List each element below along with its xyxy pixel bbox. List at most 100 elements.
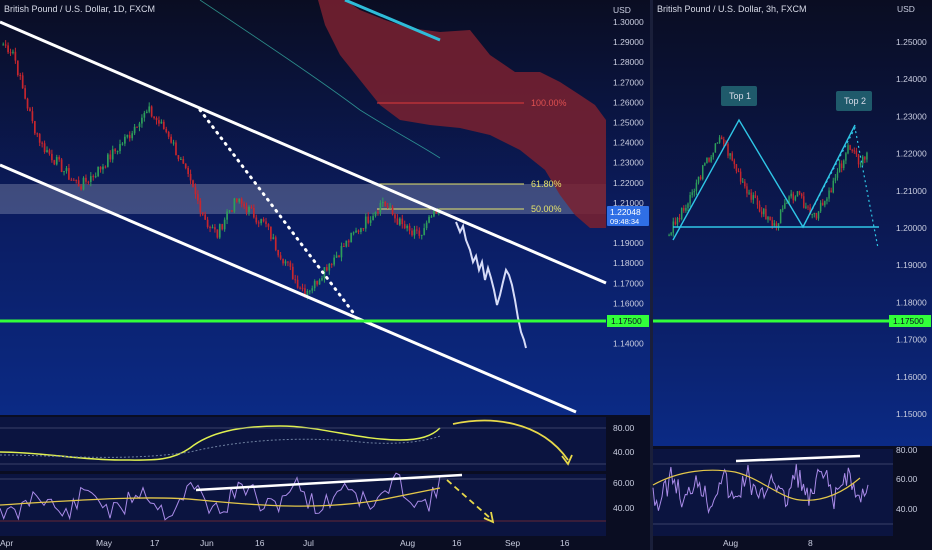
candle-body	[167, 131, 170, 137]
candle-body	[231, 210, 233, 212]
candle-body	[97, 166, 99, 177]
candle-body	[849, 145, 851, 150]
candle-body	[199, 200, 202, 213]
left-chart-title: British Pound / U.S. Dollar, 1D, FXCM	[4, 4, 155, 14]
support-label-left: 1.17500	[611, 316, 642, 326]
candle-body	[4, 44, 7, 46]
candle-body	[386, 206, 389, 208]
panel-divider[interactable]	[650, 0, 653, 550]
candle-body	[262, 219, 265, 222]
left-axis-unit: USD	[613, 5, 631, 15]
candle-body	[687, 203, 689, 208]
candle-body	[792, 193, 794, 201]
current-price-label: 1.22048	[610, 207, 641, 217]
candle-body	[226, 211, 228, 220]
left-time-tick: Aug	[400, 538, 415, 548]
candle-body	[357, 230, 360, 232]
candle-body	[316, 280, 318, 285]
candle-body	[77, 180, 80, 187]
candle-body	[36, 133, 39, 135]
candle-body	[72, 179, 75, 181]
candle-body	[175, 142, 177, 156]
candle-body	[162, 121, 165, 130]
candle-body	[60, 159, 63, 173]
top-1-label: Top 1	[729, 91, 751, 101]
candle-body	[345, 240, 348, 247]
candle-body	[401, 218, 404, 225]
candle-body	[2, 44, 5, 46]
candle-body	[136, 126, 138, 128]
candle-body	[216, 229, 219, 238]
candle-body	[68, 168, 70, 180]
candle-body	[372, 216, 374, 221]
candle-body	[119, 144, 121, 152]
candle-body	[160, 121, 163, 124]
candle-body	[87, 181, 90, 183]
oscillator-arrow-head	[561, 454, 573, 466]
candle-body	[133, 126, 136, 134]
candle-body	[840, 163, 843, 169]
candle-body	[754, 195, 757, 199]
candle-body	[255, 217, 258, 223]
candle-body	[211, 227, 214, 229]
rsi-arrow-head	[483, 511, 495, 524]
candle-body	[384, 201, 387, 207]
candle-body	[714, 143, 717, 153]
right-price-tick: 1.23000	[896, 111, 927, 121]
oscillator-forecast-arrow	[452, 419, 569, 461]
top-1-badge	[721, 86, 757, 106]
candle-body	[245, 206, 248, 213]
candle-body	[143, 112, 146, 118]
candle-body	[26, 98, 29, 109]
candle-body	[800, 193, 803, 197]
candle-body	[857, 154, 860, 165]
candle-body	[206, 219, 209, 227]
candle-body	[748, 192, 750, 194]
candle-body	[744, 181, 746, 187]
candle-body	[685, 207, 687, 211]
candle-body	[811, 214, 813, 216]
candle-body	[674, 221, 677, 225]
candle-body	[192, 180, 194, 188]
candle-body	[14, 51, 17, 61]
candle-body	[235, 198, 238, 202]
left-price-axis[interactable]: 1.30000 1.29000 1.28000 1.27000 1.26000 1.250…	[613, 17, 644, 349]
rsi-ma-right	[652, 469, 861, 501]
candle-body	[381, 201, 384, 203]
left-time-tick: 16	[255, 538, 265, 548]
candle-body	[114, 149, 117, 152]
candle-body	[257, 222, 260, 224]
candle-body	[866, 152, 868, 160]
right-price-axis[interactable]: 1.25000 1.24000 1.23000 1.22000 1.21000 1.200…	[896, 37, 927, 419]
cloud-edge-line	[344, 0, 441, 42]
candle-body	[398, 218, 401, 225]
candle-body	[377, 211, 379, 213]
candle-body	[265, 221, 267, 225]
double-top-pattern	[672, 118, 856, 241]
candle-body	[328, 264, 331, 271]
left-time-tick: 16	[560, 538, 570, 548]
candle-body	[194, 187, 197, 195]
candle-body	[55, 157, 58, 165]
candle-body	[697, 176, 700, 183]
candle-body	[832, 180, 834, 193]
candle-body	[360, 228, 362, 232]
left-time-axis[interactable]: Apr May 17 Jun 16 Jul Aug 16 Sep 16	[0, 538, 570, 548]
left-time-tick: May	[96, 538, 113, 548]
left-price-tick: 1.27000	[613, 77, 644, 87]
right-price-tick: 1.21000	[896, 186, 927, 196]
candle-body	[291, 266, 294, 280]
candle-body	[864, 156, 866, 160]
candle-body	[699, 176, 702, 180]
candle-body	[43, 143, 46, 152]
candle-body	[102, 166, 104, 170]
channel-upper-line	[0, 20, 607, 285]
candle-body	[330, 264, 333, 266]
candle-body	[809, 207, 811, 215]
candle-body	[21, 75, 24, 89]
candle-body	[702, 165, 704, 180]
candle-body	[53, 160, 56, 165]
candle-body	[815, 212, 818, 219]
candle-body	[85, 177, 87, 182]
